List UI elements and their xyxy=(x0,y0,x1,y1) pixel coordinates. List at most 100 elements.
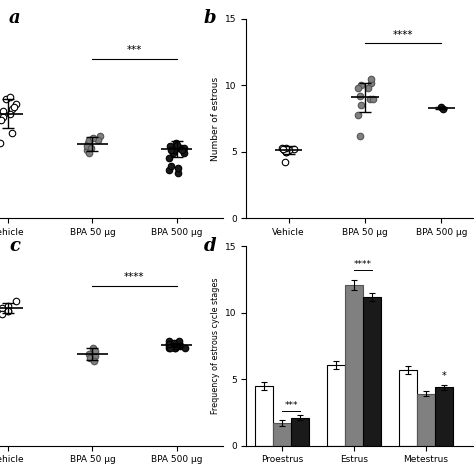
Point xyxy=(89,135,97,142)
Bar xyxy=(327,365,345,446)
Point xyxy=(89,347,97,355)
Point xyxy=(6,93,14,100)
Point xyxy=(8,129,16,137)
Point xyxy=(85,137,93,144)
Point xyxy=(290,145,298,153)
Point xyxy=(94,137,102,144)
Bar xyxy=(435,387,453,446)
Point xyxy=(365,84,372,92)
Point xyxy=(166,344,174,352)
Bar xyxy=(273,423,292,446)
Point xyxy=(357,101,365,109)
Point xyxy=(174,145,182,152)
Point xyxy=(171,344,179,352)
Point xyxy=(281,145,289,153)
Point xyxy=(285,146,293,154)
Point xyxy=(172,139,180,147)
Point xyxy=(88,145,95,152)
Point xyxy=(166,342,173,350)
Text: ***: *** xyxy=(127,45,142,55)
Point xyxy=(165,166,173,174)
Point xyxy=(169,150,177,157)
Text: *: * xyxy=(442,371,447,381)
Point xyxy=(178,146,185,154)
Text: ***: *** xyxy=(284,401,298,410)
Text: ****: **** xyxy=(393,30,413,40)
Point xyxy=(97,133,104,140)
Point xyxy=(5,307,12,315)
Point xyxy=(437,103,445,110)
Point xyxy=(357,82,365,89)
Point xyxy=(175,337,182,345)
Y-axis label: Number of estrous: Number of estrous xyxy=(211,76,220,161)
Point xyxy=(354,84,362,92)
Point xyxy=(367,79,375,86)
Point xyxy=(91,347,99,355)
Point xyxy=(83,146,91,154)
Point xyxy=(369,95,376,102)
Point xyxy=(367,75,374,82)
Point xyxy=(165,340,173,348)
Point xyxy=(282,144,289,152)
Point xyxy=(173,342,180,350)
Point xyxy=(439,105,447,113)
Point xyxy=(181,344,188,352)
Point xyxy=(0,304,6,312)
Point xyxy=(168,146,175,154)
Bar xyxy=(417,394,435,446)
Bar xyxy=(399,370,417,446)
Point xyxy=(178,145,185,152)
Point xyxy=(0,310,6,318)
Point xyxy=(280,146,287,154)
Point xyxy=(171,342,179,350)
Text: c: c xyxy=(9,237,20,255)
Point xyxy=(0,107,6,114)
Point xyxy=(91,357,98,365)
Text: a: a xyxy=(9,9,21,27)
Point xyxy=(167,163,175,170)
Point xyxy=(180,150,188,157)
Point xyxy=(12,298,19,305)
Point xyxy=(171,340,179,348)
Point xyxy=(89,344,97,352)
Bar xyxy=(345,285,363,446)
Point xyxy=(165,344,173,352)
Point xyxy=(279,145,286,153)
Point xyxy=(174,164,182,172)
Point xyxy=(172,344,179,352)
Point xyxy=(354,111,362,118)
Point xyxy=(172,342,180,350)
Point xyxy=(283,148,290,155)
Text: d: d xyxy=(204,237,217,255)
Point xyxy=(4,302,12,310)
Bar xyxy=(363,297,381,446)
Text: ****: **** xyxy=(354,260,372,269)
Point xyxy=(11,103,18,110)
Point xyxy=(167,143,174,150)
Point xyxy=(278,144,285,152)
Point xyxy=(6,110,14,118)
Point xyxy=(171,146,178,154)
Point xyxy=(165,337,173,345)
Point xyxy=(165,155,173,162)
Point xyxy=(0,117,5,124)
Point xyxy=(91,352,99,360)
Point xyxy=(84,139,91,147)
Point xyxy=(173,142,181,149)
Point xyxy=(165,340,173,348)
Point xyxy=(85,150,93,157)
Point xyxy=(4,307,11,315)
Point xyxy=(86,354,94,362)
Bar xyxy=(255,386,273,446)
Point xyxy=(174,170,182,177)
Point xyxy=(282,148,289,155)
Point xyxy=(2,95,10,102)
Point xyxy=(356,92,364,100)
Point xyxy=(181,145,188,152)
Point xyxy=(0,113,6,120)
Point xyxy=(0,139,4,147)
Text: ****: **** xyxy=(124,273,145,283)
Point xyxy=(9,105,16,112)
Y-axis label: Frequency of estrous cycle stages: Frequency of estrous cycle stages xyxy=(211,278,220,414)
Point xyxy=(83,143,91,150)
